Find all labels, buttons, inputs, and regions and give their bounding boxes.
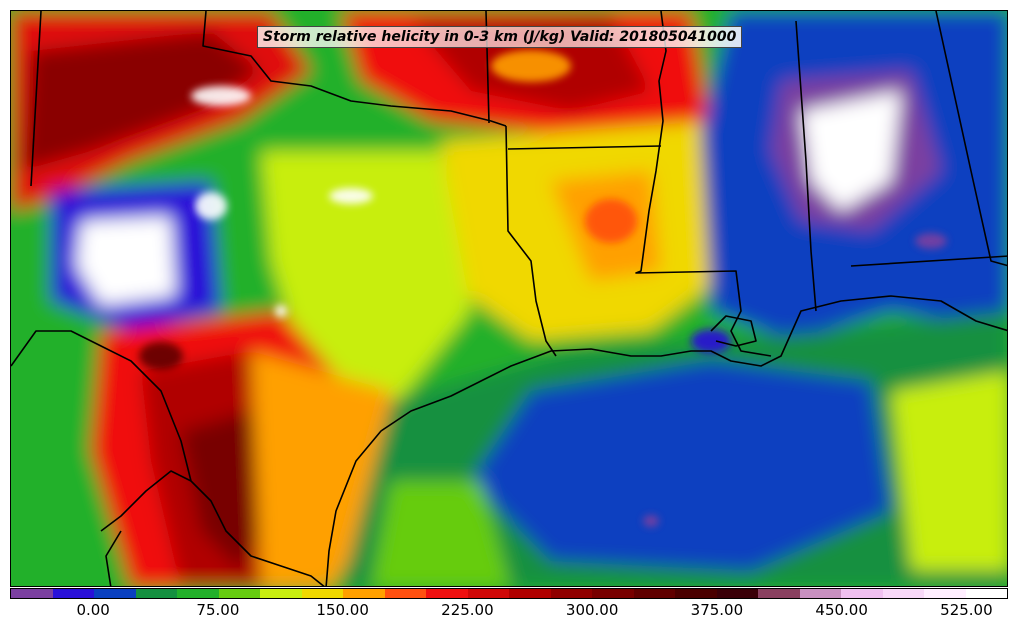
colorbar-tick-label: 525.00	[940, 601, 993, 619]
colorbar-tick-label: 75.00	[196, 601, 240, 619]
colorbar-tick-label: 300.00	[565, 601, 619, 619]
colorbar-swatch	[799, 589, 841, 598]
colorbar-swatch	[301, 589, 343, 598]
colorbar-swatch	[509, 589, 551, 598]
colorbar-swatch	[716, 589, 758, 598]
helicity-field	[11, 11, 1007, 586]
colorbar-tick-labels: 0.00 75.00 150.00 225.00 300.00 375.00 450.00 5…	[0, 601, 1018, 625]
map-title: Storm relative helicity in 0-3 km (J/kg)…	[257, 26, 743, 48]
state-borders	[11, 11, 1007, 586]
colorbar-swatch	[592, 589, 634, 598]
colorbar	[10, 588, 1008, 599]
colorbar-swatch	[177, 589, 219, 598]
colorbar-swatch	[384, 589, 426, 598]
colorbar-swatch	[882, 589, 924, 598]
colorbar-swatch	[467, 589, 509, 598]
colorbar-tick-label: 225.00	[441, 601, 494, 619]
colorbar-swatch	[11, 589, 53, 598]
helicity-detail	[139, 50, 947, 527]
colorbar-swatch	[94, 589, 136, 598]
colorbar-swatch	[52, 589, 94, 598]
colorbar-swatch	[633, 589, 675, 598]
colorbar-swatch	[426, 589, 468, 598]
colorbar-swatch	[758, 589, 800, 598]
colorbar-tick-label: 0.00	[76, 601, 110, 619]
colorbar-swatch	[343, 589, 385, 598]
colorbar-swatch	[965, 589, 1007, 598]
colorbar-swatch	[135, 589, 177, 598]
colorbar-swatch	[260, 589, 302, 598]
colorbar-swatch	[218, 589, 260, 598]
helicity-map	[11, 11, 1007, 586]
map-panel: Storm relative helicity in 0-3 km (J/kg)…	[10, 10, 1008, 587]
colorbar-swatch	[924, 589, 966, 598]
colorbar-tick-label: 375.00	[690, 601, 744, 619]
colorbar-swatch	[841, 589, 883, 598]
colorbar-tick-label: 450.00	[815, 601, 868, 619]
colorbar-swatch	[550, 589, 592, 598]
colorbar-swatch	[675, 589, 717, 598]
colorbar-tick-label: 150.00	[316, 601, 369, 619]
coastline	[325, 295, 1007, 586]
